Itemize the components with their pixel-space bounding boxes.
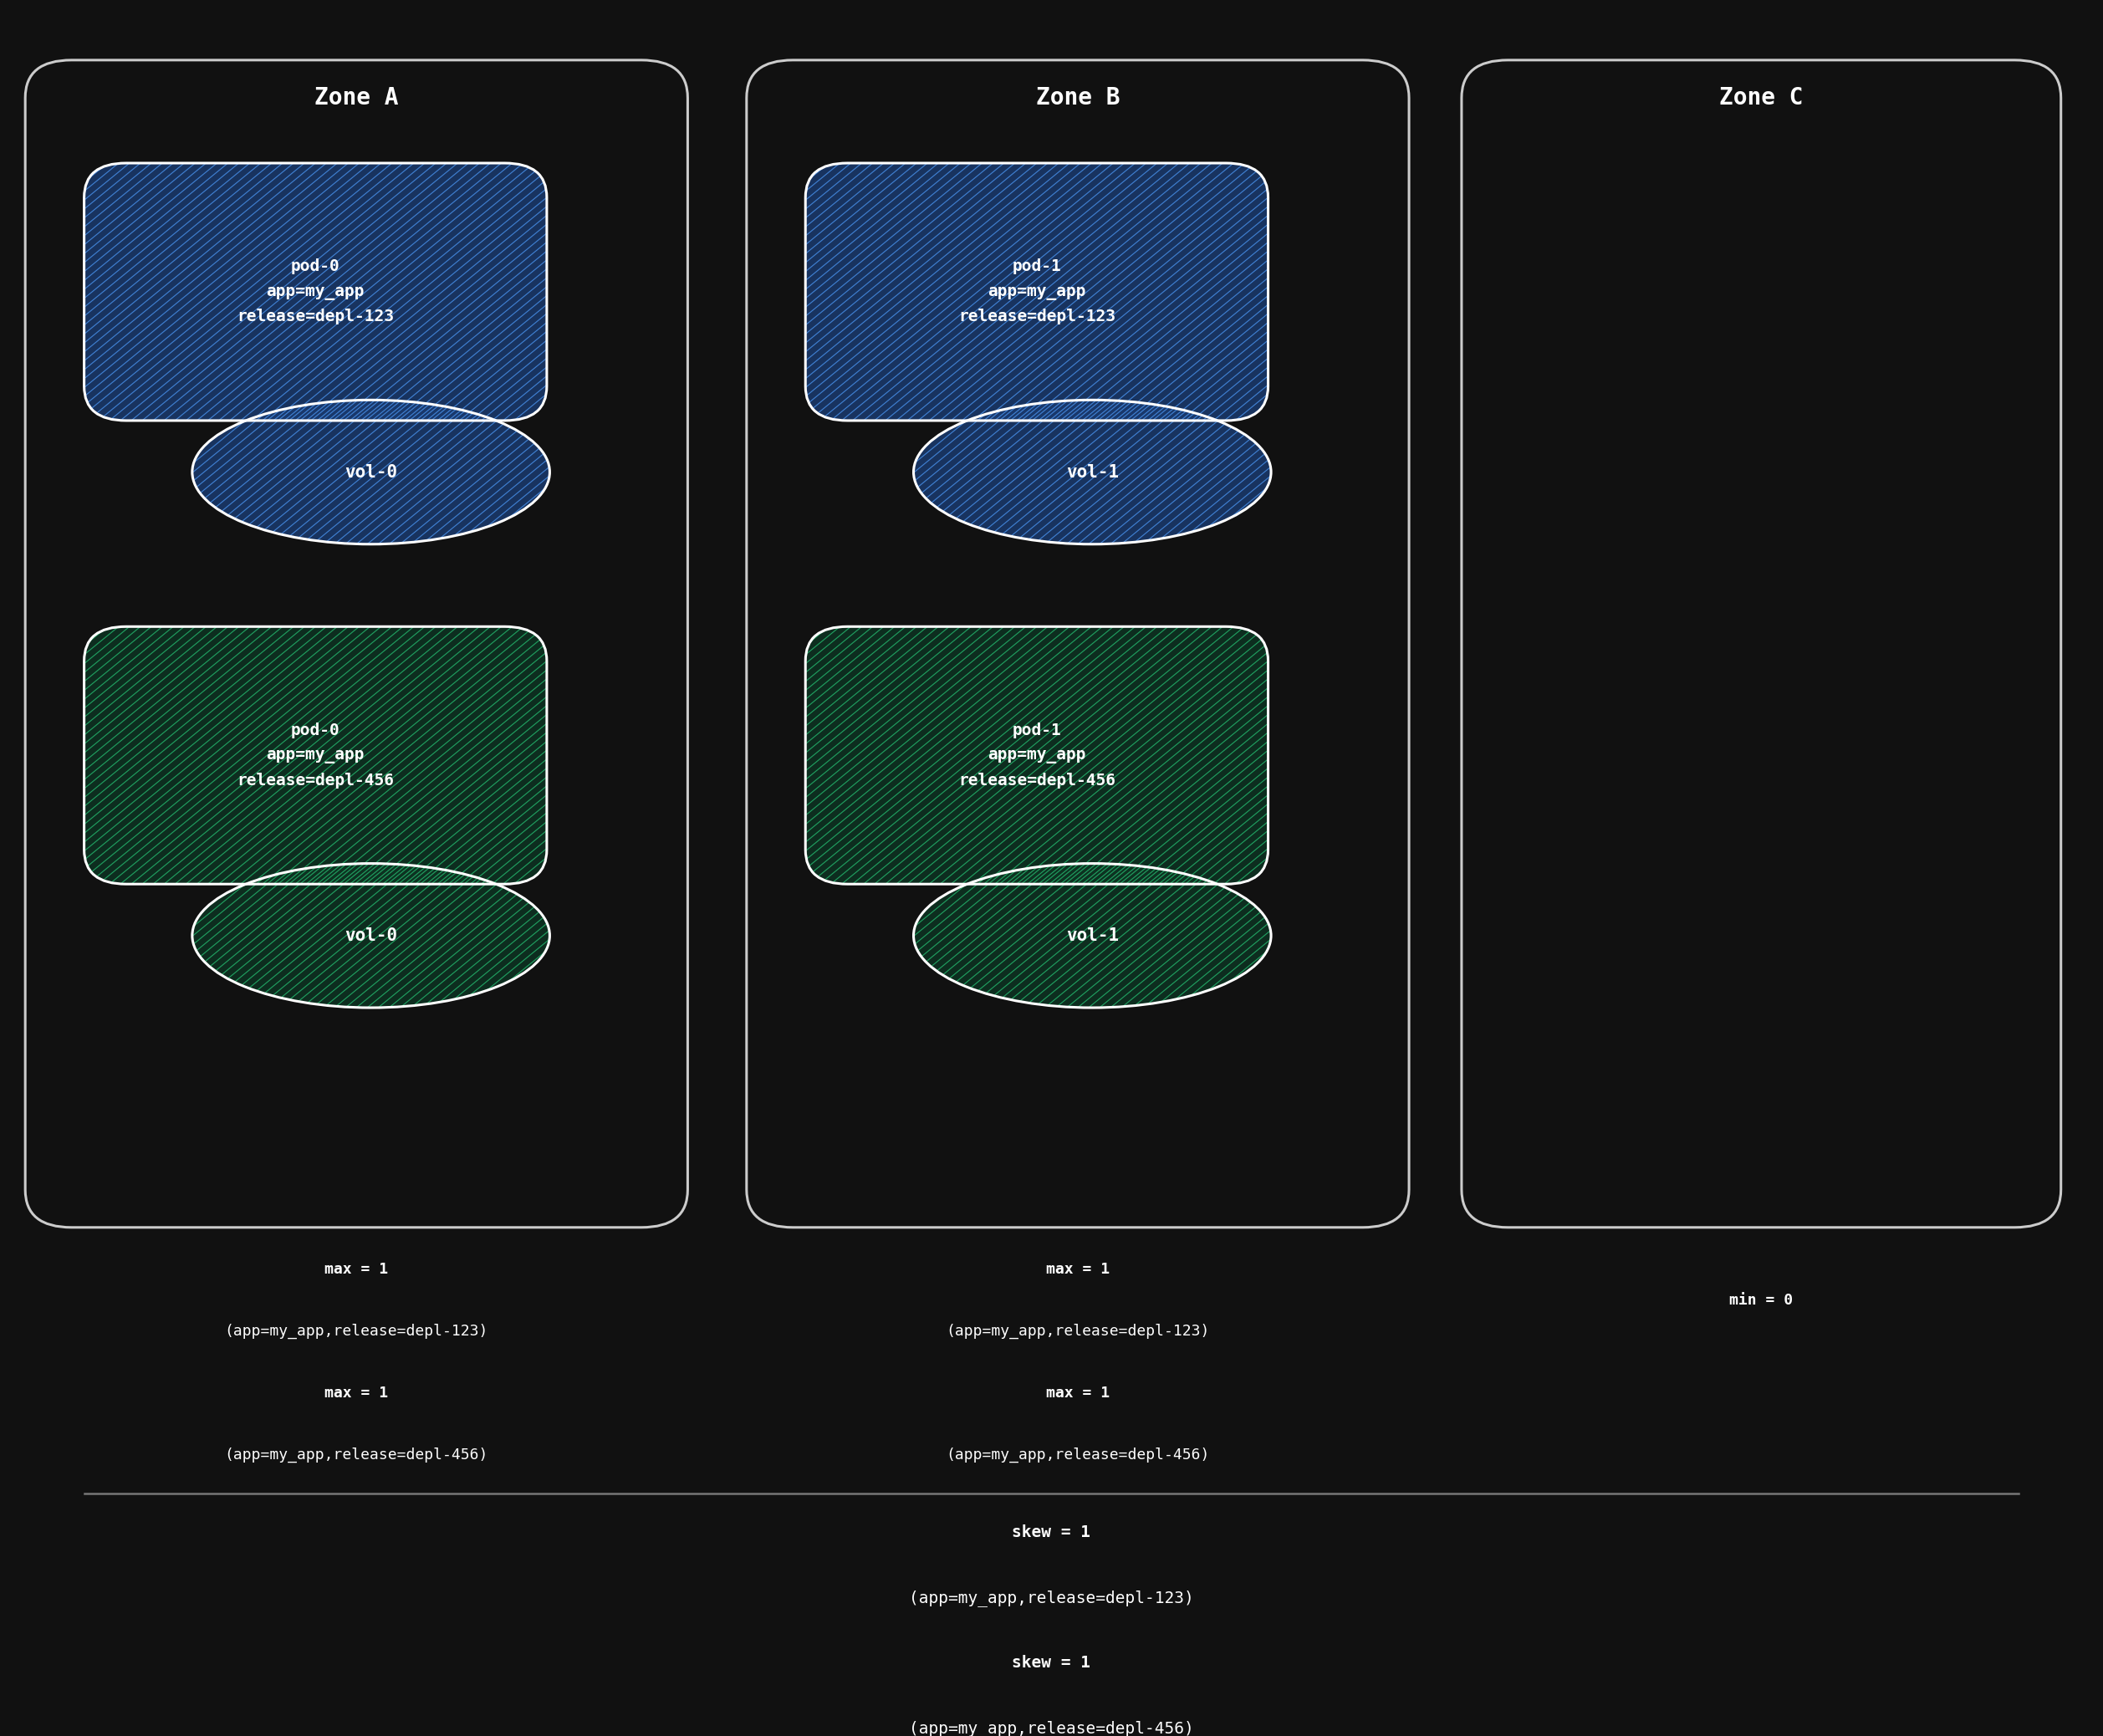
Text: (app=my_app,release=depl-456): (app=my_app,release=depl-456)	[225, 1448, 488, 1462]
Text: min = 0: min = 0	[1729, 1293, 1794, 1307]
Text: skew = 1: skew = 1	[1012, 1654, 1091, 1670]
Text: (app=my_app,release=depl-456): (app=my_app,release=depl-456)	[908, 1720, 1195, 1736]
Ellipse shape	[913, 399, 1270, 543]
Text: Zone B: Zone B	[1037, 85, 1119, 109]
Text: (app=my_app,release=depl-123): (app=my_app,release=depl-123)	[946, 1323, 1209, 1338]
Text: max = 1: max = 1	[324, 1262, 389, 1276]
Text: max = 1: max = 1	[1045, 1262, 1110, 1276]
FancyBboxPatch shape	[805, 627, 1268, 884]
Text: vol-0: vol-0	[345, 927, 397, 944]
Text: max = 1: max = 1	[1045, 1385, 1110, 1401]
Ellipse shape	[913, 863, 1270, 1007]
Text: (app=my_app,release=depl-123): (app=my_app,release=depl-123)	[908, 1590, 1195, 1606]
Text: pod-1
app=my_app
release=depl-456: pod-1 app=my_app release=depl-456	[959, 722, 1115, 788]
Text: pod-1
app=my_app
release=depl-123: pod-1 app=my_app release=depl-123	[959, 259, 1115, 325]
Text: pod-0
app=my_app
release=depl-123: pod-0 app=my_app release=depl-123	[238, 259, 393, 325]
Text: skew = 1: skew = 1	[1012, 1524, 1091, 1540]
Text: (app=my_app,release=depl-456): (app=my_app,release=depl-456)	[946, 1448, 1209, 1462]
Text: pod-0
app=my_app
release=depl-456: pod-0 app=my_app release=depl-456	[238, 722, 393, 788]
Ellipse shape	[191, 399, 549, 543]
Text: vol-1: vol-1	[1066, 464, 1119, 481]
FancyBboxPatch shape	[84, 627, 547, 884]
Text: Zone C: Zone C	[1720, 85, 1802, 109]
FancyBboxPatch shape	[805, 163, 1268, 420]
Text: Zone A: Zone A	[315, 85, 397, 109]
FancyBboxPatch shape	[84, 163, 547, 420]
Ellipse shape	[191, 863, 549, 1007]
Text: vol-0: vol-0	[345, 464, 397, 481]
Text: max = 1: max = 1	[324, 1385, 389, 1401]
Text: (app=my_app,release=depl-123): (app=my_app,release=depl-123)	[225, 1323, 488, 1338]
Text: vol-1: vol-1	[1066, 927, 1119, 944]
